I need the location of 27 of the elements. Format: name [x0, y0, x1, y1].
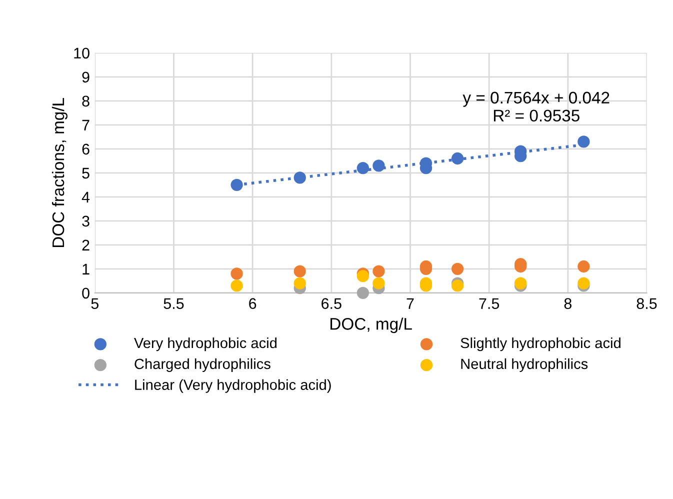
y-tick-label: 2 — [82, 240, 90, 250]
y-tick-label: 10 — [74, 48, 90, 59]
y-tick-label: 1 — [82, 264, 90, 274]
x-tick-label: 5.5 — [164, 298, 184, 309]
x-tick-label: 8 — [564, 298, 572, 309]
x-tick-label: 7.5 — [479, 298, 500, 309]
y-tick-label: 6 — [82, 144, 90, 155]
legend-label: Slightly hydrophobic acid — [460, 337, 620, 352]
x-tick-label: 5 — [91, 298, 98, 309]
legend-label: Linear (Very hydrophobic acid) — [135, 379, 331, 393]
x-tick-label: 8.5 — [636, 298, 657, 309]
y-tick-label: 4 — [82, 192, 90, 202]
annotation: y = 0.7564x + 0.042 R² = 0.9535 — [462, 92, 610, 122]
y-tick-label: 8 — [82, 96, 90, 107]
legend-label: Charged hydrophilics — [134, 358, 270, 372]
y-tick-label: 3 — [82, 216, 90, 227]
y-tick-label: 7 — [82, 120, 90, 130]
legend-label: Very hydrophobic acid — [134, 337, 277, 352]
y-axis-title: DOC fractions, mg/L — [52, 98, 68, 248]
y-tick-label: 0 — [82, 288, 90, 299]
x-axis-title: DOC, mg/L — [330, 318, 412, 334]
x-tick-label: 6.5 — [322, 298, 342, 309]
y-tick-label: 9 — [82, 72, 90, 83]
x-tick-label: 7 — [406, 298, 414, 309]
x-tick-label: 6 — [249, 298, 256, 309]
y-tick-label: 5 — [82, 168, 90, 179]
legend-label: Neutral hydrophilics — [461, 358, 588, 372]
